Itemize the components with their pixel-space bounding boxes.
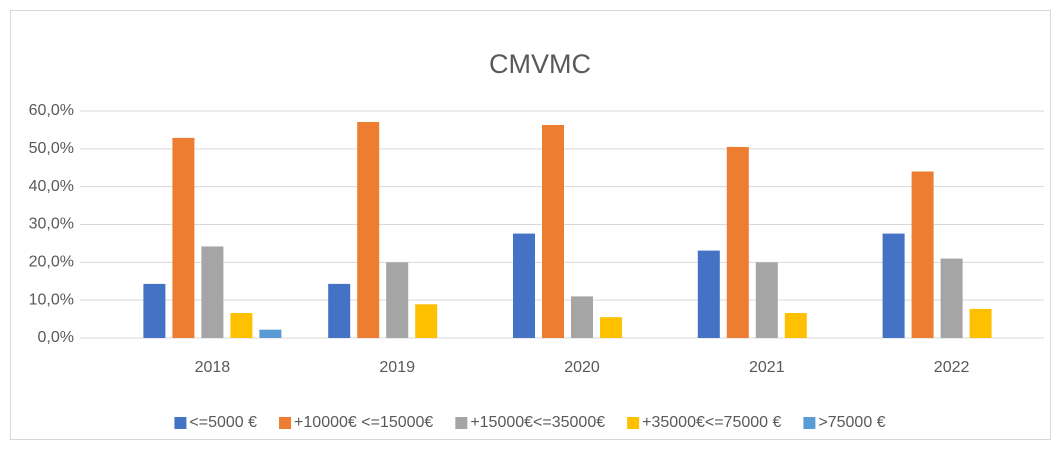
legend-swatch	[455, 417, 468, 429]
x-tick-label: 2021	[749, 359, 785, 376]
y-tick-label: 0,0%	[38, 329, 74, 346]
bar	[172, 137, 195, 338]
x-tick-label: 2018	[195, 359, 231, 376]
bar	[940, 258, 963, 338]
y-tick-label: 40,0%	[29, 178, 74, 195]
bar	[259, 329, 282, 338]
legend-swatch	[174, 417, 187, 429]
bar	[230, 313, 253, 338]
bar	[784, 313, 807, 338]
bar	[697, 250, 720, 338]
y-tick-label: 30,0%	[29, 216, 74, 233]
y-tick-label: 60,0%	[29, 102, 74, 119]
x-tick-label: 2022	[934, 359, 970, 376]
legend-label: >75000 €	[818, 414, 885, 431]
legend-swatch	[279, 417, 292, 429]
x-tick-label: 2020	[564, 359, 600, 376]
y-tick-label: 20,0%	[29, 254, 74, 271]
legend-swatch	[803, 417, 816, 429]
bar	[755, 262, 778, 338]
bar	[542, 124, 564, 338]
bar	[571, 296, 593, 338]
legend-swatch	[627, 417, 640, 429]
bar	[143, 283, 166, 338]
bar	[386, 262, 409, 338]
bar	[357, 121, 380, 338]
legend-label: +15000€<=35000€	[470, 414, 605, 431]
bar	[600, 317, 622, 338]
legend-label: <=5000 €	[189, 414, 257, 431]
legend-label: +35000€<=75000 €	[642, 414, 781, 431]
y-tick-label: 10,0%	[29, 291, 74, 308]
legend-label: +10000€ <=15000€	[294, 414, 433, 431]
bar	[911, 171, 934, 338]
bar	[882, 233, 905, 338]
bar	[969, 308, 992, 338]
x-tick-label: 2019	[379, 359, 415, 376]
bar	[726, 146, 749, 338]
bar	[328, 283, 351, 338]
bar	[201, 246, 224, 338]
y-tick-label: 50,0%	[29, 140, 74, 157]
bar	[513, 233, 535, 338]
chart-title: CMVMC	[489, 49, 591, 79]
bar	[415, 304, 438, 338]
